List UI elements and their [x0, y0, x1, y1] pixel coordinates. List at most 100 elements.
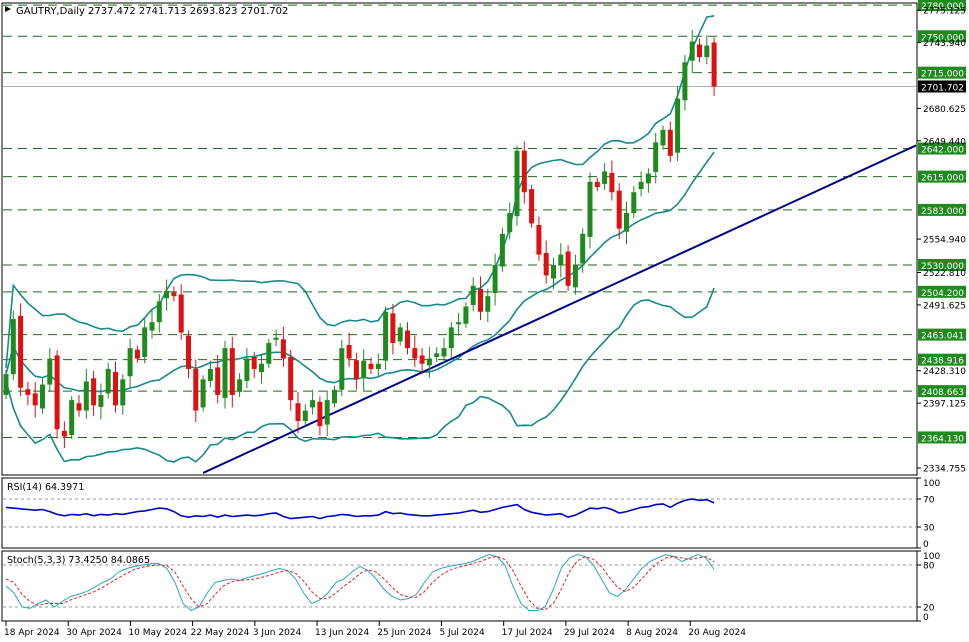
level-label-bg — [918, 385, 966, 398]
price-layer — [3, 4, 917, 474]
rsi-tick-label: 70 — [923, 496, 935, 506]
candle-body — [237, 379, 243, 392]
y-tick-label: 2491.625 — [923, 301, 966, 311]
candle-body — [565, 251, 571, 286]
level-label: 2750.000 — [921, 33, 964, 43]
level-label-bg — [918, 353, 966, 366]
level-label-bg — [918, 203, 966, 216]
candle-body — [302, 410, 308, 421]
level-label: 2615.000 — [921, 174, 964, 184]
candle-body — [521, 150, 527, 193]
level-label-bg — [918, 66, 966, 79]
stoch-panel — [1, 550, 918, 622]
current-price-bg — [918, 80, 966, 93]
candle-body — [54, 355, 60, 430]
candle-body — [310, 400, 316, 408]
y-tick-label: 2397.125 — [923, 400, 966, 410]
candle-body — [105, 368, 111, 394]
candle-body — [697, 44, 702, 58]
current-price-label: 2701.702 — [921, 83, 964, 93]
level-label-bg — [918, 170, 966, 183]
candle-body — [478, 288, 483, 312]
candle-body — [193, 368, 199, 411]
candle-body — [83, 381, 89, 411]
candle-body — [645, 173, 651, 184]
x-tick-label: 3 Jun 2024 — [253, 628, 302, 638]
candle-body — [529, 189, 535, 224]
price-panel — [1, 2, 918, 476]
stoch-tick-label: 80 — [923, 562, 935, 572]
candle-body — [456, 322, 462, 325]
y-tick-label: 2680.625 — [923, 105, 966, 115]
level-label: 2530.000 — [921, 262, 964, 272]
stoch-signal-line — [5, 556, 715, 611]
level-label: 2642.000 — [921, 146, 964, 156]
level-label-bg — [918, 30, 966, 43]
candle-body — [156, 301, 162, 323]
y-tick-label: 2334.755 — [923, 464, 966, 474]
candle-body — [259, 363, 264, 373]
candle-body — [704, 45, 710, 58]
expand-arrow-icon[interactable] — [5, 6, 11, 12]
candle-body — [18, 315, 24, 388]
candle-body — [222, 348, 228, 399]
candle-body — [653, 142, 659, 172]
y-tick-label: 2649.440 — [923, 137, 966, 147]
stoch-main-line — [5, 553, 715, 612]
candle-body — [499, 233, 505, 267]
candle-body — [134, 349, 140, 359]
header: GAUTRY,Daily 2737.472 2741.713 2693.823 … — [5, 6, 288, 17]
chart-symbol: GAUTRY,Daily — [16, 6, 85, 17]
x-tick-label: 18 Apr 2024 — [4, 628, 60, 638]
level-label: 2715.000 — [921, 70, 964, 80]
candle-body — [200, 379, 206, 408]
level-label: 2463.041 — [921, 332, 964, 342]
candle-body — [536, 224, 542, 255]
candle-body — [142, 327, 148, 357]
candle-body — [251, 357, 257, 369]
candle-body — [178, 294, 184, 333]
candle-body — [638, 181, 644, 190]
candle-body — [616, 190, 622, 229]
level-label: 2438.916 — [921, 357, 964, 367]
candle-body — [558, 254, 564, 265]
candle-body — [434, 353, 440, 357]
x-tick-label: 8 Aug 2024 — [626, 628, 678, 638]
candle-body — [682, 62, 688, 101]
x-tick-label: 13 Jun 2024 — [315, 628, 369, 638]
candle-body — [426, 358, 432, 366]
rsi-tick-label: 30 — [923, 524, 935, 534]
bollinger-lower — [5, 287, 715, 463]
candle-body — [280, 339, 286, 359]
rsi-tick-label: 100 — [923, 479, 940, 489]
y-tick-label: 2775.125 — [923, 7, 966, 17]
candle-body — [587, 181, 593, 237]
level-label-bg — [918, 142, 966, 155]
candle-body — [91, 378, 97, 406]
level-label-bg — [918, 431, 966, 444]
candle-body — [361, 360, 367, 378]
candle-body — [543, 253, 549, 276]
candle-body — [215, 367, 221, 395]
candle-body — [368, 363, 374, 369]
candle-body — [332, 389, 337, 404]
candle-body — [507, 213, 513, 233]
rsi-layer — [3, 498, 916, 528]
x-tick-label: 17 Jul 2024 — [502, 628, 553, 638]
candle-body — [40, 384, 45, 409]
candle-body — [98, 394, 104, 407]
x-tick-label: 29 Jul 2024 — [564, 628, 615, 638]
candle-body — [397, 327, 403, 342]
candle-body — [448, 327, 454, 349]
candle-body — [580, 233, 586, 264]
candle-body — [295, 403, 301, 421]
candle-body — [609, 172, 615, 193]
candle-body — [164, 290, 170, 299]
x-tick-label: 10 May 2024 — [128, 628, 187, 638]
candle-body — [667, 129, 673, 156]
candle-body — [405, 330, 410, 349]
candle-body — [120, 379, 126, 406]
candle-body — [171, 292, 177, 297]
x-tick-label: 20 Aug 2024 — [688, 628, 746, 638]
bollinger-upper — [5, 15, 715, 368]
